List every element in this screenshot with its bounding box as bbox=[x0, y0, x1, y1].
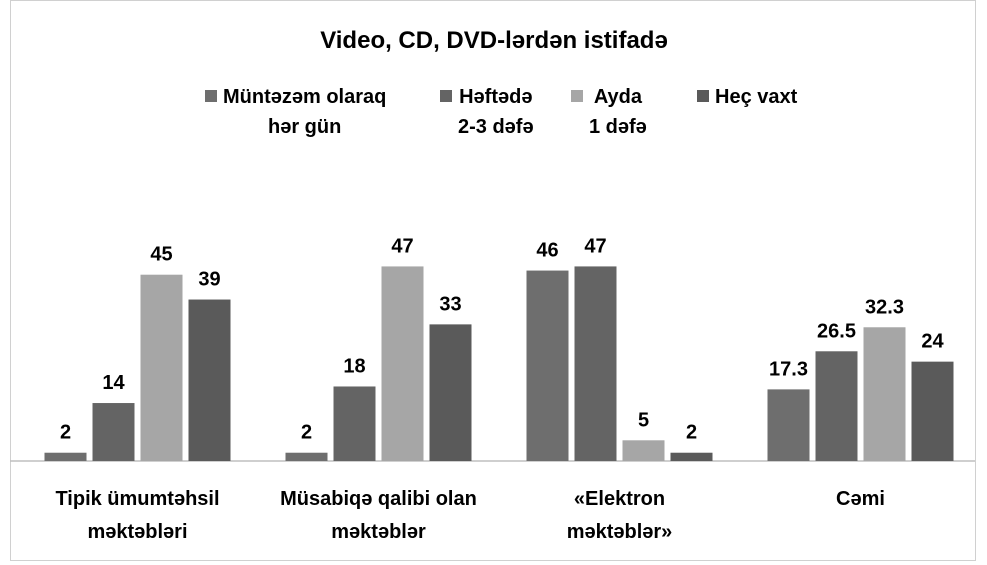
x-tick-label: Müsabiqə qalibi olan məktəblər bbox=[280, 488, 477, 543]
bar bbox=[526, 270, 569, 461]
data-label: 26.5 bbox=[817, 320, 856, 342]
data-label: 47 bbox=[584, 235, 606, 257]
legend-label: Ayda 1 dəfə bbox=[589, 86, 647, 138]
bar bbox=[188, 299, 231, 461]
bar bbox=[863, 327, 906, 461]
x-tick-label: Cəmi bbox=[836, 488, 885, 510]
legend-swatch bbox=[571, 90, 583, 102]
bar bbox=[574, 266, 617, 461]
legend-label: Həftədə 2-3 dəfə bbox=[458, 86, 534, 138]
x-tick-label: «Elektron məktəblər» bbox=[567, 488, 673, 543]
data-label: 32.3 bbox=[865, 296, 904, 318]
data-label: 46 bbox=[536, 240, 558, 262]
bar bbox=[911, 361, 954, 461]
data-label: 5 bbox=[638, 409, 649, 431]
bar bbox=[333, 386, 376, 461]
legend-swatch bbox=[205, 90, 217, 102]
bar bbox=[44, 452, 87, 461]
data-label: 45 bbox=[150, 244, 172, 266]
bar bbox=[285, 452, 328, 461]
data-label: 14 bbox=[102, 372, 125, 394]
bar bbox=[140, 274, 183, 461]
data-label: 2 bbox=[301, 422, 312, 444]
data-label: 39 bbox=[198, 269, 220, 291]
legend-label: Müntəzəm olaraq hər gün bbox=[223, 86, 386, 138]
bar bbox=[767, 389, 810, 461]
data-label: 33 bbox=[439, 293, 461, 315]
bar bbox=[815, 351, 858, 461]
bar bbox=[429, 324, 472, 461]
bar bbox=[670, 452, 713, 461]
data-label: 18 bbox=[343, 355, 365, 377]
data-label: 24 bbox=[921, 331, 944, 353]
data-label: 2 bbox=[686, 422, 697, 444]
bar bbox=[92, 403, 135, 461]
legend-swatch bbox=[440, 90, 452, 102]
data-label: 47 bbox=[391, 235, 413, 257]
legend-swatch bbox=[697, 90, 709, 102]
data-label: 17.3 bbox=[769, 358, 808, 380]
legend-label: Heç vaxt bbox=[715, 86, 798, 108]
data-label: 2 bbox=[60, 422, 71, 444]
chart-title: Video, CD, DVD-lərdən istifadə bbox=[320, 27, 668, 54]
bar bbox=[381, 266, 424, 461]
x-tick-label: Tipik ümumtəhsil məktəbləri bbox=[55, 488, 219, 543]
bar bbox=[622, 440, 665, 461]
